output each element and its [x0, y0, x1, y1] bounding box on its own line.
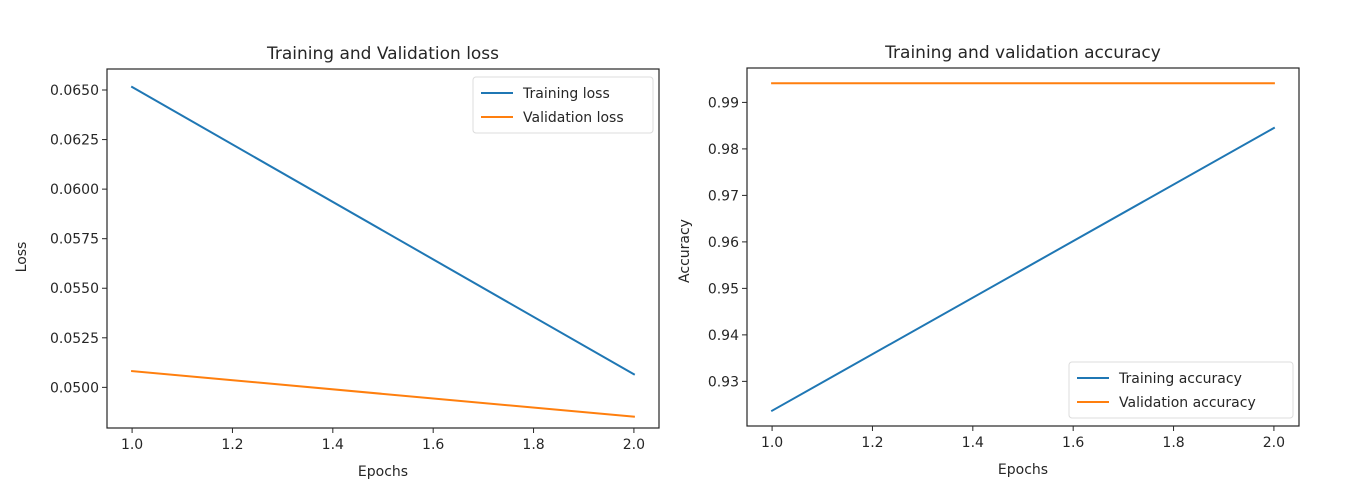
- loss-y-tick-label: 0.0650: [50, 83, 99, 99]
- loss-plot-area: 1.0 1.2 1.4 1.6 1.8 2.0 0.0500 0.0525 0.0550 0.05…: [50, 68, 660, 453]
- loss-chart: Training and Validation loss 1.0 1.2 1.4 1.…: [14, 44, 660, 480]
- loss-x-tick-label: 1.8: [522, 437, 544, 453]
- accuracy-y-tick-label: 0.94: [708, 328, 739, 344]
- loss-legend-label-1: Validation loss: [523, 110, 624, 126]
- accuracy-y-axis-label: Accuracy: [677, 219, 693, 283]
- accuracy-y-tick-label: 0.95: [708, 281, 739, 297]
- loss-x-tick-label: 1.2: [221, 437, 243, 453]
- accuracy-x-axis-label: Epochs: [998, 462, 1048, 478]
- accuracy-y-tick-label: 0.93: [708, 374, 739, 390]
- accuracy-y-tick-label: 0.96: [708, 235, 739, 251]
- accuracy-x-tick-label: 2.0: [1263, 435, 1285, 451]
- accuracy-chart-title: Training and validation accuracy: [884, 43, 1161, 63]
- loss-y-axis-label: Loss: [14, 242, 30, 273]
- loss-legend: Training loss Validation loss: [472, 76, 654, 134]
- accuracy-y-tick-label: 0.99: [708, 95, 739, 111]
- loss-y-tick-label: 0.0600: [50, 182, 99, 198]
- loss-legend-box: [472, 76, 654, 134]
- loss-series-line-1: [131, 370, 635, 418]
- accuracy-legend-label-0: Training accuracy: [1118, 371, 1242, 387]
- accuracy-x-tick-label: 1.4: [962, 435, 984, 451]
- loss-x-tick-label: 1.0: [121, 437, 143, 453]
- loss-y-tick-label: 0.0500: [50, 380, 99, 396]
- accuracy-x-tick-label: 1.0: [761, 435, 783, 451]
- accuracy-x-tick-label: 1.6: [1062, 435, 1084, 451]
- accuracy-x-tick-label: 1.8: [1162, 435, 1184, 451]
- loss-x-tick-label: 1.6: [422, 437, 444, 453]
- loss-chart-title: Training and Validation loss: [266, 44, 499, 64]
- accuracy-y-tick-label: 0.97: [708, 188, 739, 204]
- accuracy-axes-frame: [746, 67, 1300, 427]
- loss-axes-frame: [106, 68, 660, 429]
- loss-y-tick-label: 0.0550: [50, 281, 99, 297]
- accuracy-legend: Training accuracy Validation accuracy: [1068, 361, 1294, 419]
- accuracy-legend-box: [1068, 361, 1294, 419]
- loss-y-tick-label: 0.0525: [50, 331, 99, 347]
- accuracy-chart: Training and validation accuracy 1.0 1.2 1…: [677, 43, 1300, 478]
- loss-x-tick-label: 1.4: [322, 437, 344, 453]
- loss-y-tick-label: 0.0575: [50, 232, 99, 248]
- loss-legend-label-0: Training loss: [522, 86, 610, 102]
- accuracy-y-tick-label: 0.98: [708, 142, 739, 158]
- accuracy-plot-area: 1.0 1.2 1.4 1.6 1.8 2.0 0.93 0.94 0.95 0.96 0.97 0.…: [708, 67, 1300, 451]
- loss-x-axis-label: Epochs: [358, 464, 408, 480]
- loss-x-tick-label: 2.0: [623, 437, 645, 453]
- accuracy-series-line-0: [770, 126, 1276, 413]
- accuracy-x-tick-label: 1.2: [861, 435, 883, 451]
- accuracy-legend-label-1: Validation accuracy: [1119, 395, 1256, 411]
- loss-y-tick-label: 0.0625: [50, 133, 99, 149]
- loss-series-line-0: [130, 85, 636, 376]
